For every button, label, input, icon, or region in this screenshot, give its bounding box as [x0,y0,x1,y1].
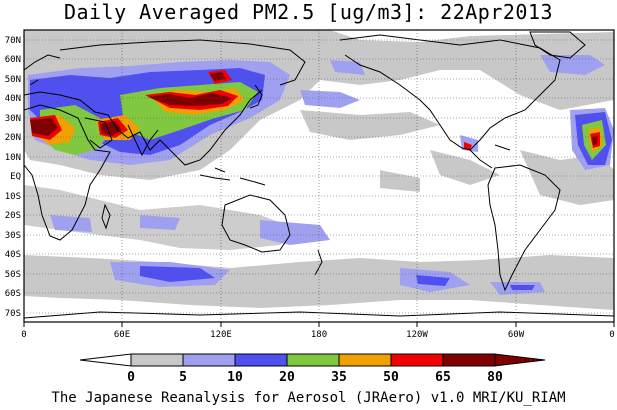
colorbar-segment [130,353,184,367]
lat-label: 10S [5,192,21,202]
colorbar-segment [286,353,340,367]
lat-label: 60S [5,289,21,299]
lat-label: 10N [5,153,21,163]
lat-label: 60N [5,55,21,65]
colorbar-segment [182,353,236,367]
colorbar-segment [338,353,392,367]
lat-label: 70S [5,309,21,319]
colorbar-label: 50 [383,370,399,385]
lat-label: 50S [5,270,21,280]
lat-label: EQ [10,172,21,182]
lat-label: 40S [5,250,21,260]
colorbar-label: 65 [435,370,451,385]
lon-label: 0 [21,330,26,340]
lat-label: 20N [5,133,21,143]
lon-label: 180 [311,330,327,340]
data-source-credit: The Japanese Reanalysis for Aerosol (JRA… [51,390,566,406]
colorbar-label: 0 [127,370,135,385]
lat-label: 50N [5,75,21,85]
colorbar-label: 10 [227,370,243,385]
colorbar-label: 5 [179,370,187,385]
latitude-labels: 70N 60N 50N 40N 30N 20N 10N EQ 10S 20S 3… [5,36,21,319]
axis-ticks [23,322,615,327]
colorbar-segment [442,353,496,367]
level-80-plus-regions [30,72,598,145]
colorbar-segment [390,353,444,367]
lon-label: 120W [406,330,428,340]
colorbar-segment [234,353,288,367]
colorbar: 0 5 10 20 35 50 65 80 [79,353,546,385]
lon-label: 60W [508,330,525,340]
lat-label: 30N [5,114,21,124]
map-title: Daily Averaged PM2.5 [ug/m3]: 22Apr2013 [63,0,554,24]
lon-label: 0 [609,330,614,340]
lat-label: 70N [5,36,21,46]
map-gridlines [24,30,614,322]
lat-label: 40N [5,94,21,104]
lat-label: 30S [5,231,21,241]
colorbar-label: 20 [279,370,295,385]
colorbar-low-arrow [79,353,132,367]
colorbar-label: 80 [487,370,503,385]
colorbar-label: 35 [331,370,347,385]
coastlines [24,31,614,319]
longitude-labels: 0 60E 120E 180 120W 60W 0 [21,330,614,340]
lon-label: 120E [210,330,232,340]
lon-label: 60E [114,330,130,340]
lat-label: 20S [5,211,21,221]
